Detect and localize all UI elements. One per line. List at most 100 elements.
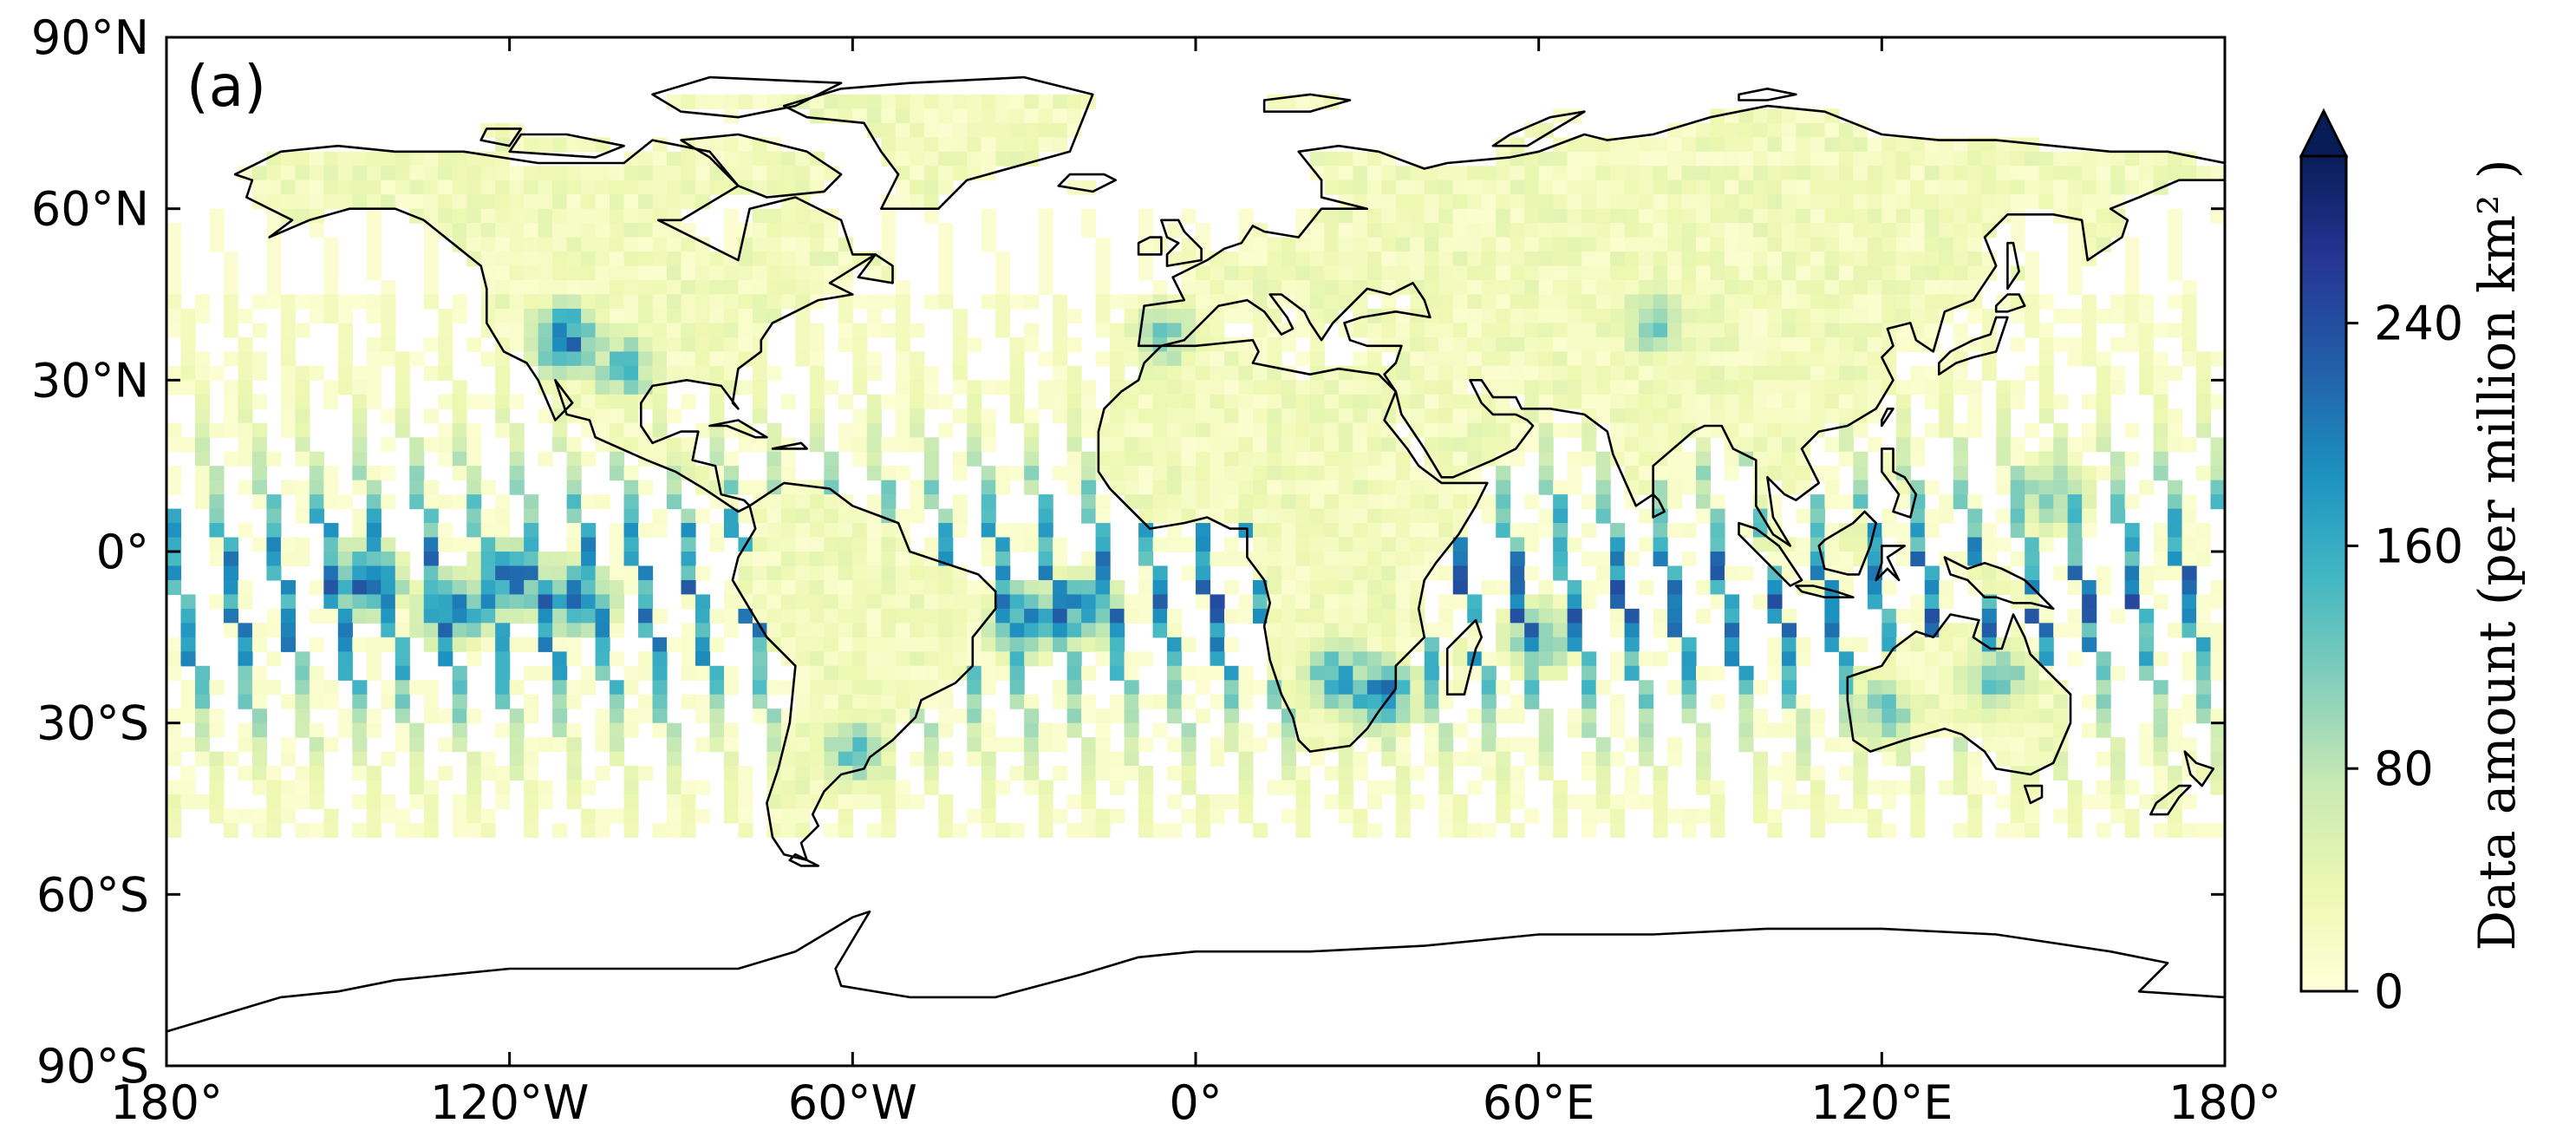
heatmap-cell [1910, 451, 1926, 467]
heatmap-cell [1924, 308, 1940, 324]
heatmap-cell [1424, 422, 1439, 438]
heatmap-cell [952, 709, 968, 724]
heatmap-cell [251, 751, 268, 767]
heatmap-cell [180, 594, 196, 610]
heatmap-cell [995, 251, 1011, 267]
heatmap-cell [524, 751, 539, 767]
heatmap-cell [1581, 308, 1597, 324]
heatmap-cell [1467, 294, 1483, 310]
heatmap-cell [1924, 394, 1940, 409]
heatmap-cell [1853, 308, 1868, 324]
heatmap-cell [223, 751, 239, 767]
heatmap-cell [910, 151, 925, 167]
heatmap-cell [1081, 494, 1097, 510]
heatmap-cell [1381, 280, 1397, 296]
heatmap-cell [524, 180, 539, 195]
heatmap-cell [1910, 552, 1926, 567]
heatmap-cell [1610, 694, 1626, 709]
heatmap-cell [1624, 280, 1640, 296]
heatmap-cell [1824, 365, 1840, 381]
heatmap-cell [423, 822, 439, 839]
heatmap-cell [538, 237, 553, 252]
heatmap-cell [1038, 122, 1053, 138]
heatmap-cell [1538, 151, 1554, 167]
heatmap-cell [1610, 294, 1626, 310]
heatmap-cell [2196, 422, 2212, 438]
heatmap-cell [194, 380, 211, 395]
heatmap-cell [1181, 637, 1197, 652]
heatmap-cell [1366, 579, 1382, 596]
heatmap-cell [1510, 223, 1525, 238]
heatmap-cell [1496, 623, 1511, 638]
heatmap-cell [1524, 437, 1540, 453]
heatmap-cell [295, 151, 310, 167]
heatmap-cell [1710, 808, 1725, 824]
heatmap-cell [524, 280, 539, 296]
heatmap-cell [623, 665, 639, 681]
heatmap-cell [223, 608, 239, 624]
heatmap-cell [1996, 394, 2012, 409]
heatmap-cell [1681, 408, 1697, 424]
heatmap-cell [266, 494, 282, 510]
heatmap-cell [881, 794, 897, 810]
heatmap-cell [981, 237, 996, 252]
heatmap-cell [595, 623, 610, 638]
heatmap-cell [1524, 537, 1540, 552]
heatmap-cell [1395, 694, 1411, 709]
heatmap-cell [524, 251, 539, 267]
heatmap-cell [223, 623, 239, 638]
heatmap-cell [1196, 351, 1211, 367]
heatmap-cell [938, 637, 954, 652]
heatmap-cell [1152, 822, 1168, 839]
heatmap-cell [1610, 137, 1626, 153]
heatmap-cell [981, 208, 996, 224]
heatmap-cell [995, 280, 1011, 296]
heatmap-cell [895, 380, 910, 395]
heatmap-cell [1653, 523, 1668, 539]
heatmap-cell [995, 108, 1011, 124]
heatmap-cell [1738, 451, 1754, 467]
heatmap-cell [1738, 180, 1754, 195]
heatmap-cell [1053, 537, 1068, 552]
heatmap-cell [1553, 151, 1568, 167]
heatmap-cell [824, 280, 839, 296]
heatmap-cell [1496, 579, 1511, 596]
heatmap-cell [952, 623, 968, 638]
heatmap-cell [409, 794, 425, 810]
heatmap-cell [995, 137, 1011, 153]
heatmap-cell [709, 180, 725, 195]
heatmap-cell [1481, 651, 1497, 667]
heatmap-cell [423, 709, 439, 724]
heatmap-cell [1939, 508, 1954, 524]
heatmap-cell [824, 665, 839, 681]
heatmap-cell [395, 594, 410, 610]
heatmap-cell [1510, 794, 1525, 810]
heatmap-cell [652, 680, 668, 696]
heatmap-cell [1024, 709, 1040, 724]
heatmap-cell [524, 194, 539, 210]
heatmap-cell [352, 194, 368, 210]
heatmap-cell [1324, 451, 1340, 467]
heatmap-cell [995, 323, 1011, 338]
heatmap-cell [495, 394, 511, 409]
heatmap-cell [1738, 351, 1754, 367]
heatmap-cell [1381, 594, 1397, 610]
heatmap-cell [1496, 709, 1511, 724]
y-axis-ticks: 90°N60°N30°N0°30°S60°S90°S [31, 10, 2225, 1094]
heatmap-cell [1467, 223, 1483, 238]
heatmap-cell [495, 122, 511, 138]
heatmap-cell [581, 451, 597, 467]
heatmap-cell [1467, 494, 1483, 510]
heatmap-cell [1967, 709, 1983, 724]
heatmap-cell [1066, 336, 1082, 352]
heatmap-cell [1124, 665, 1139, 681]
heatmap-cell [1553, 565, 1568, 581]
heatmap-cell [495, 565, 511, 581]
heatmap-cell [2139, 351, 2155, 367]
heatmap-cell [766, 523, 782, 539]
heatmap-cell [466, 422, 482, 438]
heatmap-cell [1553, 323, 1568, 338]
heatmap-cell [1781, 137, 1797, 153]
heatmap-cell [1324, 466, 1340, 481]
heatmap-cell [1710, 565, 1725, 581]
